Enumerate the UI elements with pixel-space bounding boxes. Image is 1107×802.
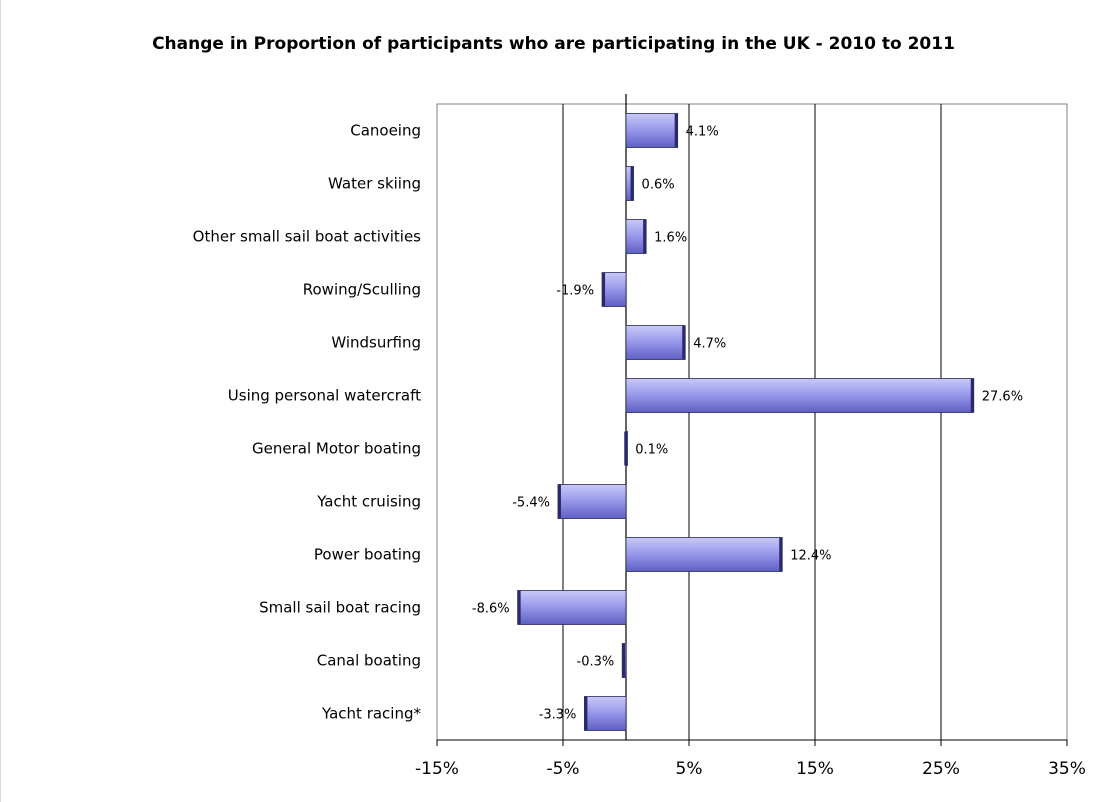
x-tick-label: -5%	[546, 759, 579, 779]
category-label: Using personal watercraft	[228, 387, 421, 405]
plot-frame	[436, 103, 1068, 741]
bar-end-cap	[517, 590, 521, 625]
x-tick-label: 5%	[676, 759, 703, 779]
bar-end-cap	[970, 378, 974, 413]
bar	[625, 113, 679, 148]
value-label: 0.6%	[642, 178, 675, 193]
category-label: Water skiing	[328, 175, 421, 193]
bar-end-cap	[779, 537, 783, 572]
page-left-rule	[0, 0, 1, 802]
bar-end-cap	[682, 325, 686, 360]
bar-end-cap	[557, 484, 561, 519]
value-label: -8.6%	[472, 602, 510, 617]
bar	[625, 219, 647, 254]
plot-area: -15% -5% 5% 15% 25% 35% Canoeing 4.1% Water skii…	[193, 94, 1086, 779]
bar-end-cap	[630, 166, 634, 201]
category-label: Other small sail boat activities	[193, 228, 422, 246]
category-label: Small sail boat racing	[259, 599, 421, 617]
bar	[625, 325, 686, 360]
x-tick-label: -15%	[415, 759, 459, 779]
value-label: -1.9%	[556, 284, 594, 299]
value-label: 1.6%	[654, 231, 687, 246]
value-label: 4.7%	[693, 337, 726, 352]
category-label: Yacht cruising	[316, 493, 421, 511]
bar-end-cap	[584, 696, 588, 731]
bar-end-cap	[624, 431, 628, 466]
value-label: -5.4%	[512, 496, 550, 511]
bar	[584, 696, 627, 731]
bar	[517, 590, 627, 625]
bar-end-cap	[602, 272, 606, 307]
bar-end-cap	[643, 219, 647, 254]
bar	[557, 484, 627, 519]
category-label: Yacht racing*	[321, 705, 421, 723]
category-label: Rowing/Sculling	[303, 281, 421, 299]
value-label: 4.1%	[686, 125, 719, 140]
x-tick-label: 25%	[922, 759, 960, 779]
value-label: -0.3%	[577, 655, 615, 670]
value-label: 0.1%	[635, 443, 668, 458]
value-label: -3.3%	[539, 708, 577, 723]
chart-title: Change in Proportion of participants who…	[152, 34, 955, 54]
bar	[625, 537, 783, 572]
category-label: Canoeing	[350, 122, 421, 140]
value-label: 27.6%	[982, 390, 1023, 405]
x-tick-label: 35%	[1048, 759, 1086, 779]
bar	[601, 272, 627, 307]
bar-end-cap	[622, 643, 626, 678]
bar	[625, 378, 975, 413]
x-tick-label: 15%	[796, 759, 834, 779]
bar-end-cap	[674, 113, 678, 148]
category-label: Canal boating	[317, 652, 421, 670]
category-label: Power boating	[314, 546, 421, 564]
category-label: General Motor boating	[252, 440, 421, 458]
value-label: 12.4%	[790, 549, 831, 564]
category-label: Windsurfing	[331, 334, 421, 352]
